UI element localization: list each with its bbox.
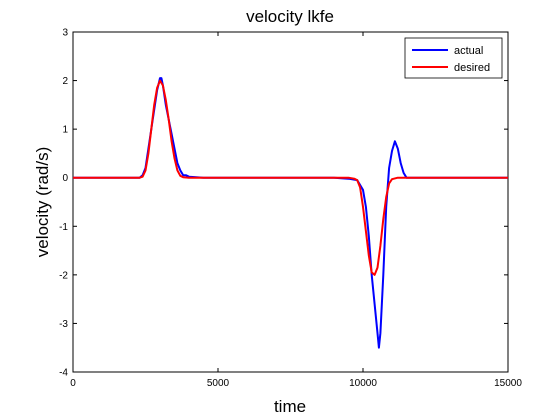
x-tick-label: 15000 — [494, 378, 522, 389]
plot-area — [72, 31, 509, 373]
y-tick-label: 0 — [62, 173, 68, 184]
x-tick-label: 0 — [70, 378, 76, 389]
y-tick-label: -2 — [59, 270, 68, 281]
x-axis-label: time — [274, 397, 306, 416]
chart-title: velocity lkfe — [246, 7, 334, 26]
x-tick-label: 5000 — [207, 378, 230, 389]
legend-label-desired: desired — [454, 62, 490, 74]
y-axis-label: velocity (rad/s) — [33, 147, 52, 258]
legend: actual desired — [404, 37, 503, 79]
y-tick-label: -3 — [59, 319, 68, 330]
series-line-desired — [73, 79, 508, 276]
series-layer — [73, 77, 508, 349]
y-tick-label: 1 — [62, 125, 68, 136]
y-tick-label: 2 — [62, 76, 68, 87]
legend-label-actual: actual — [454, 45, 483, 57]
x-tick-label: 10000 — [349, 378, 377, 389]
y-tick-label: 3 — [62, 28, 68, 39]
y-tick-label: -4 — [59, 368, 68, 379]
y-tick-label: -1 — [59, 222, 68, 233]
legend-box — [404, 37, 503, 79]
